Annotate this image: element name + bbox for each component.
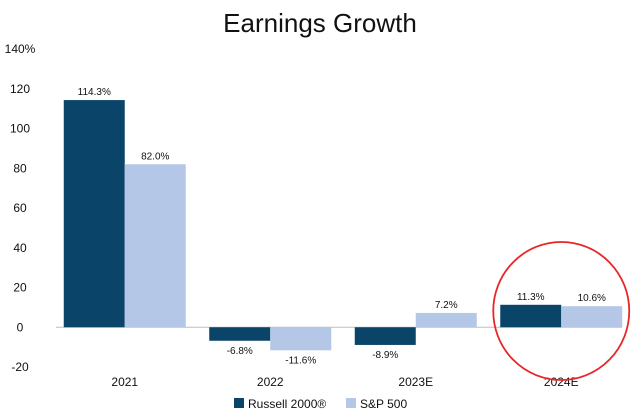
data-label: 114.3%: [78, 87, 111, 98]
bar-russell-2000-2021: [63, 100, 125, 328]
category-label: 2024E: [544, 375, 579, 389]
bar-sp-500-2024E: [561, 306, 623, 328]
data-label: -6.8%: [227, 346, 253, 357]
legend-label: S&P 500: [360, 397, 407, 411]
bar-sp-500-2021: [124, 164, 186, 328]
bar-russell-2000-2024E: [500, 304, 562, 328]
bar-russell-2000-2023E: [354, 327, 416, 345]
bar-sp-500-2022: [270, 327, 332, 351]
y-tick-label: 0: [17, 320, 24, 334]
category-axis: 2021 2022 2023E 2024E: [111, 375, 578, 389]
data-label: -8.9%: [372, 350, 398, 361]
highlight-circle: [492, 241, 631, 381]
bar-sp-500-2023E: [415, 312, 477, 328]
y-tick-label: 120: [10, 82, 30, 96]
y-tick-label: 140%: [5, 42, 36, 56]
legend: Russell 2000® S&P 500: [234, 397, 407, 411]
bars: [63, 100, 623, 351]
highlight: [492, 241, 631, 381]
chart-title: Earnings Growth: [223, 8, 417, 38]
legend-label: Russell 2000®: [248, 397, 326, 411]
data-label: 11.3%: [517, 292, 545, 303]
y-tick-label: 60: [13, 201, 27, 215]
y-tick-label: 20: [13, 281, 27, 295]
bar-russell-2000-2022: [209, 327, 271, 341]
data-label: -11.6%: [285, 355, 316, 366]
category-label: 2021: [111, 375, 138, 389]
legend-swatch: [346, 398, 356, 408]
y-tick-label: -20: [11, 360, 29, 374]
data-label: 7.2%: [435, 300, 458, 311]
y-tick-label: 40: [13, 241, 27, 255]
y-tick-label: 80: [13, 161, 27, 175]
category-label: 2023E: [398, 375, 433, 389]
y-tick-label: 100: [10, 122, 30, 136]
legend-swatch: [234, 398, 244, 408]
data-labels: 114.3% 82.0% -6.8% -11.6% -8.9% 7.2% 11.3% 10.6…: [78, 87, 606, 366]
data-label: 10.6%: [578, 293, 606, 304]
data-label: 82.0%: [141, 151, 169, 162]
category-label: 2022: [257, 375, 284, 389]
